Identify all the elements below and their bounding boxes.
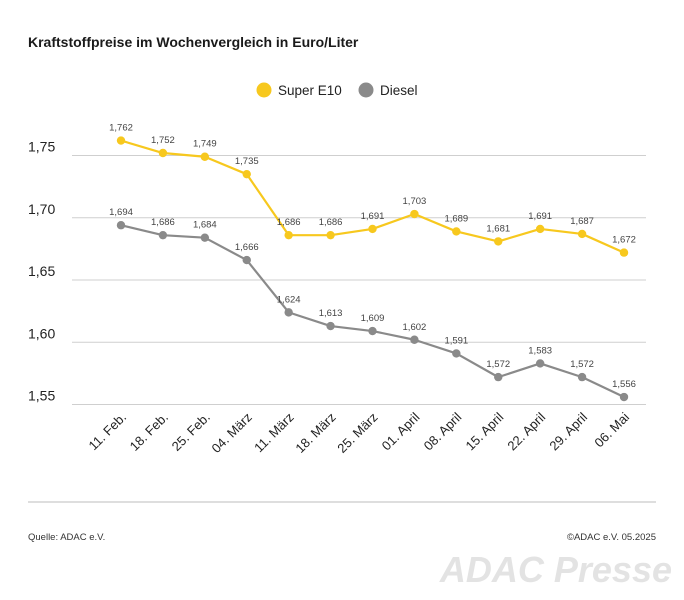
data-label: 1,703 xyxy=(403,196,427,207)
x-tick-label: 08. April xyxy=(421,409,465,453)
data-label: 1,735 xyxy=(235,156,259,167)
data-label: 1,694 xyxy=(109,207,133,218)
chart-title: Kraftstoffpreise im Wochenvergleich in E… xyxy=(28,34,359,50)
legend-item: Diesel xyxy=(358,82,418,98)
copyright-text: ©ADAC e.V. 05.2025 xyxy=(567,532,656,543)
data-point xyxy=(619,248,629,257)
data-point xyxy=(200,152,210,161)
data-label: 1,762 xyxy=(109,123,133,134)
data-label: 1,672 xyxy=(612,235,636,246)
x-tick-label: 11. Feb. xyxy=(85,410,129,454)
series-diesel: 1,694 1,686 1,684 1,666 1,624 1,613 1,609 1,602… xyxy=(109,207,636,402)
y-tick-label: 1,65 xyxy=(28,263,55,279)
data-point xyxy=(284,230,293,240)
data-point xyxy=(242,169,251,179)
data-label: 1,624 xyxy=(277,294,301,305)
x-tick-label: 04. März xyxy=(209,410,255,456)
legend: Super E10 Diesel xyxy=(256,82,418,98)
legend-label: Diesel xyxy=(380,83,418,98)
data-point xyxy=(326,230,335,240)
data-point xyxy=(577,229,587,239)
x-tick-label: 01. April xyxy=(379,409,423,453)
data-label: 1,609 xyxy=(361,313,385,324)
legend-marker xyxy=(256,82,272,98)
source-text: Quelle: ADAC e.V. xyxy=(28,532,105,543)
data-label: 1,666 xyxy=(235,242,259,253)
y-tick-label: 1,70 xyxy=(28,201,55,217)
watermark: ADAC Presse xyxy=(439,549,672,590)
data-label: 1,681 xyxy=(486,223,510,234)
data-label: 1,613 xyxy=(319,308,343,319)
data-point xyxy=(368,224,377,234)
data-label: 1,752 xyxy=(151,135,175,146)
series-layer: 1,762 1,752 1,749 1,735 1,686 1,686 1,691 1,703… xyxy=(109,123,636,402)
data-point xyxy=(577,372,587,382)
data-label: 1,572 xyxy=(486,359,510,370)
series-line xyxy=(120,139,625,254)
data-point xyxy=(242,255,251,265)
data-point xyxy=(452,227,461,236)
data-label: 1,583 xyxy=(528,345,552,356)
y-tick-label: 1,55 xyxy=(28,388,55,404)
data-label: 1,556 xyxy=(612,379,636,390)
x-tick-label: 11. März xyxy=(251,410,297,456)
legend-label: Super E10 xyxy=(278,83,342,98)
data-label: 1,687 xyxy=(570,216,594,227)
data-label: 1,689 xyxy=(444,213,468,224)
legend-marker xyxy=(358,82,374,98)
x-tick-label: 29. April xyxy=(546,409,590,453)
x-tick-label: 18. März xyxy=(292,410,338,456)
data-point xyxy=(535,224,545,234)
series-super-e10: 1,762 1,752 1,749 1,735 1,686 1,686 1,691 1,703… xyxy=(109,123,636,257)
data-label: 1,749 xyxy=(193,139,217,150)
y-tick-label: 1,75 xyxy=(28,139,55,155)
data-label: 1,684 xyxy=(193,220,217,231)
y-axis: 1,75 1,70 1,65 1,60 1,55 xyxy=(28,139,55,404)
x-tick-label: 22. April xyxy=(504,409,548,453)
data-point xyxy=(116,221,126,230)
series-line xyxy=(120,224,625,399)
data-point xyxy=(452,349,461,358)
data-point xyxy=(284,308,293,317)
y-tick-label: 1,60 xyxy=(28,325,55,341)
data-point xyxy=(116,136,126,145)
x-tick-label: 25. Feb. xyxy=(169,410,213,454)
data-point xyxy=(494,372,503,382)
data-point xyxy=(368,326,377,336)
data-label: 1,686 xyxy=(319,217,343,228)
data-point xyxy=(494,237,503,246)
x-tick-label: 06. Mai xyxy=(591,409,632,450)
data-point xyxy=(410,335,419,344)
data-label: 1,572 xyxy=(570,359,594,370)
data-point xyxy=(326,321,335,331)
data-label: 1,686 xyxy=(151,217,175,228)
data-point xyxy=(200,233,210,242)
data-label: 1,691 xyxy=(528,211,552,222)
data-point xyxy=(158,230,168,240)
data-label: 1,591 xyxy=(444,335,468,346)
data-point xyxy=(619,392,629,402)
data-label: 1,691 xyxy=(361,211,385,222)
x-tick-label: 18. Feb. xyxy=(127,410,171,454)
data-label: 1,686 xyxy=(277,217,301,228)
legend-item: Super E10 xyxy=(256,82,342,98)
x-tick-label: 15. April xyxy=(463,409,507,453)
data-point xyxy=(158,148,168,158)
data-point xyxy=(535,359,545,368)
data-label: 1,602 xyxy=(403,322,427,333)
grid xyxy=(72,155,646,405)
x-tick-label: 25. März xyxy=(334,410,380,456)
data-point xyxy=(410,209,419,219)
